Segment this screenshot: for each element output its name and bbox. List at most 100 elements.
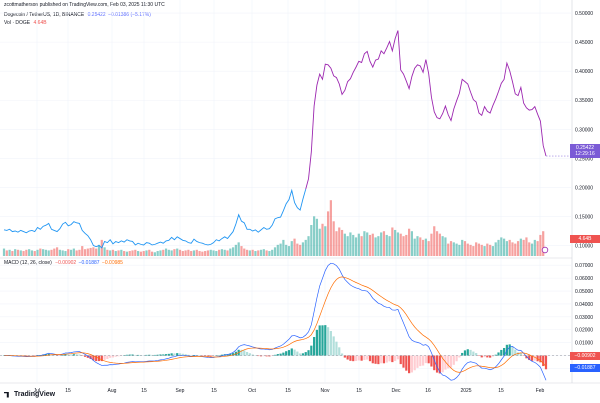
macd-histogram-bar [150,354,154,356]
macd-histogram-bar [117,355,120,357]
volume-bar [120,249,123,256]
volume-bar [413,238,416,256]
macd-histogram-bar [67,354,70,356]
volume-bar [64,251,67,256]
volume-bar [111,249,115,256]
volume-bar [39,248,42,256]
macd-tick-label: 0.07000 [575,263,593,269]
macd-histogram-bar [530,355,534,361]
volume-bar [466,243,469,256]
volume-bar [430,233,433,256]
volume-bar [220,249,224,256]
volume-bar [354,237,358,256]
macd-value-signal: −0.00985 [101,260,123,266]
volume-bar [399,233,402,256]
volume-bar [427,241,430,256]
volume-bar [388,236,391,256]
volume-bar [170,250,173,256]
macd-histogram-bar [61,354,64,356]
volume-bar [153,252,156,256]
macd-histogram-bar [164,354,168,356]
volume-bar [218,249,221,256]
macd-line [3,262,547,381]
macd-histogram-bar [296,351,299,356]
volume-bar [343,233,346,256]
macd-histogram-bar [282,352,285,356]
tradingview-logo[interactable]: TradingView [4,391,55,398]
macd-histogram-bar [329,331,332,356]
volume-bar [223,249,226,256]
macd-histogram-bar [162,354,165,356]
volume-bar [458,244,461,256]
volume-bar [257,250,260,256]
volume-bar [184,250,187,256]
volume-bar [408,228,411,256]
time-tick-label: 15 [285,388,291,394]
macd-histogram-bar [315,329,319,356]
macd-histogram-bar [259,355,263,357]
volume-bar [530,243,534,256]
macd-histogram-bar [447,355,450,369]
macd-histogram-bar [519,353,522,356]
volume-bar [8,249,11,256]
volume-bar [421,239,425,256]
macd-histogram-bar [69,354,73,356]
volume-bar [259,249,263,256]
volume-bar [368,234,372,256]
volume-bar [237,242,240,256]
time-tick-label: Jul [34,388,40,394]
volume-bar [461,239,464,256]
volume-bar [357,233,360,256]
macd-histogram-bar [410,355,413,373]
macd-histogram-bar [134,354,137,356]
macd-histogram-bar [374,355,377,364]
macd-histogram-bar [363,355,366,360]
volume-bar [374,237,377,256]
macd-histogram-bar [262,355,265,357]
macd-histogram-bar [290,348,293,356]
volume-bar [268,251,271,256]
time-tick-label: Aug [108,388,117,394]
macd-histogram-bar [159,354,162,356]
volume-bar [190,251,193,256]
macd-histogram-bar [438,355,441,374]
volume-bar [287,246,291,256]
macd-histogram-bar [44,354,48,356]
macd-histogram-bar [497,352,500,356]
macd-histogram-bar [349,355,352,361]
macd-histogram-bar [458,355,461,358]
volume-bar [363,231,366,256]
price-tick-label: 0.15000 [575,214,593,220]
volume-bar [50,249,53,256]
macd-histogram-bar [72,354,75,356]
macd-label: MACD (12, 26, close) [4,260,52,266]
macd-histogram-bar [343,355,346,358]
macd-histogram-bar [335,341,338,356]
volume-bar [159,250,162,256]
volume-bar [508,239,511,256]
macd-histogram-bar [131,354,134,356]
macd-histogram-bar [167,353,170,356]
macd-histogram-bar [433,355,436,371]
macd-histogram-bar [178,353,182,356]
macd-histogram-bar [486,355,489,358]
macd-histogram-bar [301,353,305,356]
price-tick-label: 0.45000 [575,40,593,46]
macd-histogram-bar [539,355,542,363]
volume-bar [95,248,98,256]
volume-bar [315,218,319,256]
volume-bar [519,238,522,256]
volume-bar [192,250,196,256]
macd-histogram-bar [111,355,115,358]
macd-histogram-bar [382,355,386,364]
macd-histogram-bar [187,354,190,356]
volume-bar [164,248,168,256]
volume-bar [204,251,207,256]
volume-bar [162,249,165,256]
volume-bar [215,251,218,256]
volume-bar [53,248,56,256]
macd-histogram-bar [542,355,545,367]
volume-bar [139,251,142,256]
macd-histogram-bar [413,355,416,371]
